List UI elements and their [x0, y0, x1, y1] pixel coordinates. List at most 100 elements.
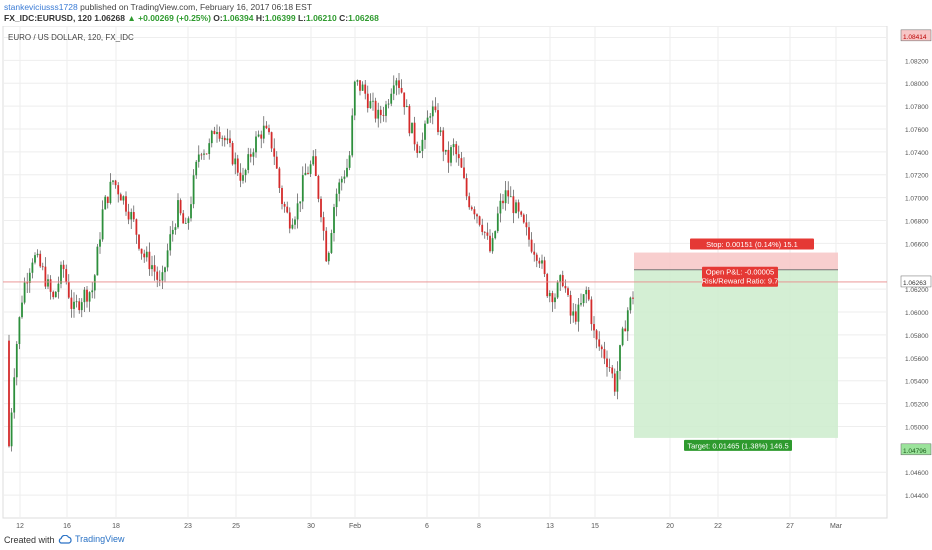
candle-body — [574, 311, 577, 322]
y-tick-label: 1.08000 — [905, 81, 929, 88]
candle-body — [491, 238, 494, 252]
low-label: L: — [297, 13, 306, 23]
author-link[interactable]: stankeviciusss1728 — [4, 2, 78, 12]
candle-body — [60, 264, 62, 284]
candle-body — [333, 207, 335, 234]
candle-body — [299, 201, 302, 204]
candle-body — [351, 115, 354, 156]
candlestick-chart[interactable]: 1.04400 1.04600 1.05000 1.05200 1.05400 1.056… — [0, 26, 932, 530]
symbol-label: FX_IDC:EURUSD, 120 — [4, 13, 92, 23]
candle-body — [603, 349, 606, 359]
candle-body — [374, 100, 377, 119]
open-label: O: — [213, 13, 223, 23]
stop-price-tag-bg — [900, 29, 932, 42]
candle-body — [621, 328, 624, 346]
candle-body — [590, 299, 593, 325]
x-tick-label: 20 — [666, 523, 674, 530]
candle-body — [96, 246, 99, 276]
candle-body — [442, 130, 445, 152]
risk-reward-label: Risk/Reward Ratio: 9.7 — [702, 277, 779, 286]
candle-body — [481, 224, 484, 232]
candle-body — [226, 138, 229, 141]
candle-body — [556, 282, 559, 298]
stop-label-bg — [690, 238, 814, 250]
candle-body — [530, 239, 533, 252]
candle-body — [49, 279, 52, 292]
x-tick-label: 30 — [307, 523, 315, 530]
candle-body — [390, 93, 393, 104]
candle-body — [291, 224, 294, 229]
candle-body — [340, 178, 343, 183]
candle-body — [275, 156, 278, 169]
y-tick-label: 1.06600 — [905, 241, 929, 248]
candle-body — [223, 137, 226, 141]
candle-body — [54, 291, 57, 298]
candle-body — [353, 81, 356, 116]
candle-body — [598, 339, 601, 347]
candle-body — [314, 156, 317, 176]
candle-body — [546, 274, 549, 297]
candle-body — [197, 154, 200, 162]
candle-body — [619, 345, 621, 371]
candle-body — [457, 154, 460, 159]
candle-body — [41, 266, 44, 268]
y-tick-label: 1.07600 — [905, 127, 929, 134]
candle-body — [270, 132, 273, 149]
candle-body — [616, 370, 619, 392]
candle-body — [359, 80, 361, 91]
candles-group — [8, 72, 634, 452]
tradingview-logo[interactable]: TradingView — [58, 534, 125, 544]
position-zones — [634, 252, 838, 438]
candle-body — [450, 147, 452, 163]
candle-body — [70, 297, 73, 309]
candle-body — [140, 248, 143, 254]
candle-body — [31, 262, 34, 273]
tradingview-cloud-icon — [58, 534, 72, 544]
y-tick-label: 1.06800 — [905, 219, 929, 226]
candle-body — [473, 209, 476, 215]
candle-body — [153, 265, 156, 272]
candle-body — [629, 297, 632, 311]
candle-body — [255, 136, 257, 153]
candle-body — [62, 264, 65, 270]
candle-body — [177, 200, 179, 228]
candle-body — [127, 211, 130, 220]
price-axis[interactable]: 1.04400 1.04600 1.05000 1.05200 1.05400 1.056… — [900, 29, 932, 500]
candle-body — [236, 158, 239, 173]
candle-body — [247, 154, 250, 170]
candle-body — [444, 149, 447, 152]
candle-body — [8, 340, 10, 447]
candle-body — [252, 152, 255, 157]
candle-body — [533, 251, 536, 255]
candle-body — [80, 302, 83, 311]
candle-body — [470, 207, 473, 210]
candle-body — [327, 252, 330, 262]
candle-body — [632, 297, 634, 299]
chart-header: stankeviciusss1728 published on TradingV… — [2, 0, 930, 26]
candle-body — [195, 161, 198, 176]
candle-body — [10, 412, 13, 447]
up-arrow-icon: ▲ — [127, 13, 136, 23]
candle-body — [322, 217, 325, 231]
candle-body — [403, 92, 406, 108]
time-axis[interactable]: 12 16 18 23 25 30 Feb 6 8 13 15 20 22 27 Mar — [16, 523, 843, 530]
tradingview-brand: TradingView — [75, 534, 125, 544]
candle-body — [520, 211, 523, 215]
candle-body — [431, 106, 434, 117]
candle-body — [595, 330, 598, 340]
candle-body — [551, 293, 554, 303]
candle-body — [86, 289, 88, 302]
candle-body — [413, 122, 416, 145]
candle-body — [39, 253, 42, 267]
candle-body — [366, 93, 369, 109]
candle-body — [135, 219, 138, 235]
candle-body — [104, 196, 107, 210]
candle-body — [385, 104, 387, 116]
candle-body — [171, 229, 174, 235]
candle-body — [606, 358, 608, 368]
y-tick-label: 1.07400 — [905, 150, 929, 157]
candle-body — [447, 149, 450, 163]
candle-body — [330, 233, 333, 253]
candle-body — [278, 168, 281, 189]
close-value: 1.06268 — [348, 13, 379, 23]
